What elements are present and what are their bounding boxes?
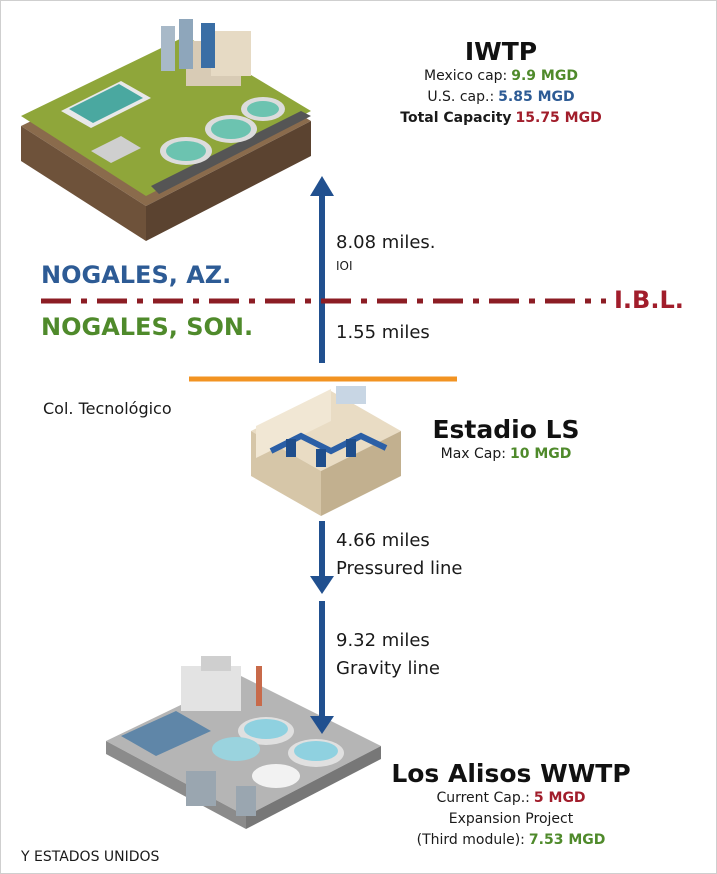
value: 5 MGD <box>534 790 586 806</box>
value: 7.53 MGD <box>529 832 605 848</box>
label: U.S. cap.: <box>427 89 494 105</box>
graphics <box>1 1 716 873</box>
arrowhead <box>310 176 334 196</box>
distance: 8.08 miles. <box>336 229 436 257</box>
iwtp-info: IWTP Mexico cap:9.9 MGD U.S. cap.:5.85 M… <box>381 37 621 129</box>
label: Total Capacity <box>400 110 511 126</box>
neighborhood: Col. Tecnológico <box>43 399 172 418</box>
footer: Y ESTADOS UNIDOS <box>21 849 159 865</box>
value: 5.85 MGD <box>498 89 574 105</box>
value: 9.9 MGD <box>511 68 578 84</box>
arrowhead <box>310 576 334 594</box>
distance: 9.32 miles <box>336 627 430 655</box>
expansion: Expansion Project <box>381 809 641 830</box>
diagram: IWTP Mexico cap:9.9 MGD U.S. cap.:5.85 M… <box>0 0 717 874</box>
distance: 4.66 miles <box>336 527 430 555</box>
label: Max Cap: <box>441 446 506 462</box>
iwtp-illustration <box>21 19 311 241</box>
distance: 1.55 miles <box>336 319 430 347</box>
line-type: Gravity line <box>336 655 440 683</box>
title: IWTP <box>381 37 621 66</box>
label: Current Cap.: <box>436 790 529 806</box>
symbol: IOI <box>336 259 353 273</box>
estadio-info: Estadio LS Max Cap:10 MGD <box>411 415 601 465</box>
city-south: NOGALES, SON. <box>41 313 253 341</box>
value: 10 MGD <box>510 446 571 462</box>
estadio-illustration <box>251 386 401 516</box>
line-type: Pressured line <box>336 555 463 583</box>
border-label: I.B.L. <box>614 286 684 314</box>
title: Los Alisos WWTP <box>381 759 641 788</box>
title: Estadio LS <box>411 415 601 444</box>
label: Mexico cap: <box>424 68 507 84</box>
label: (Third module): <box>417 832 525 848</box>
value: 15.75 MGD <box>516 110 602 126</box>
alisos-info: Los Alisos WWTP Current Cap.: 5 MGD Expan… <box>381 759 641 851</box>
city-north: NOGALES, AZ. <box>41 261 231 289</box>
